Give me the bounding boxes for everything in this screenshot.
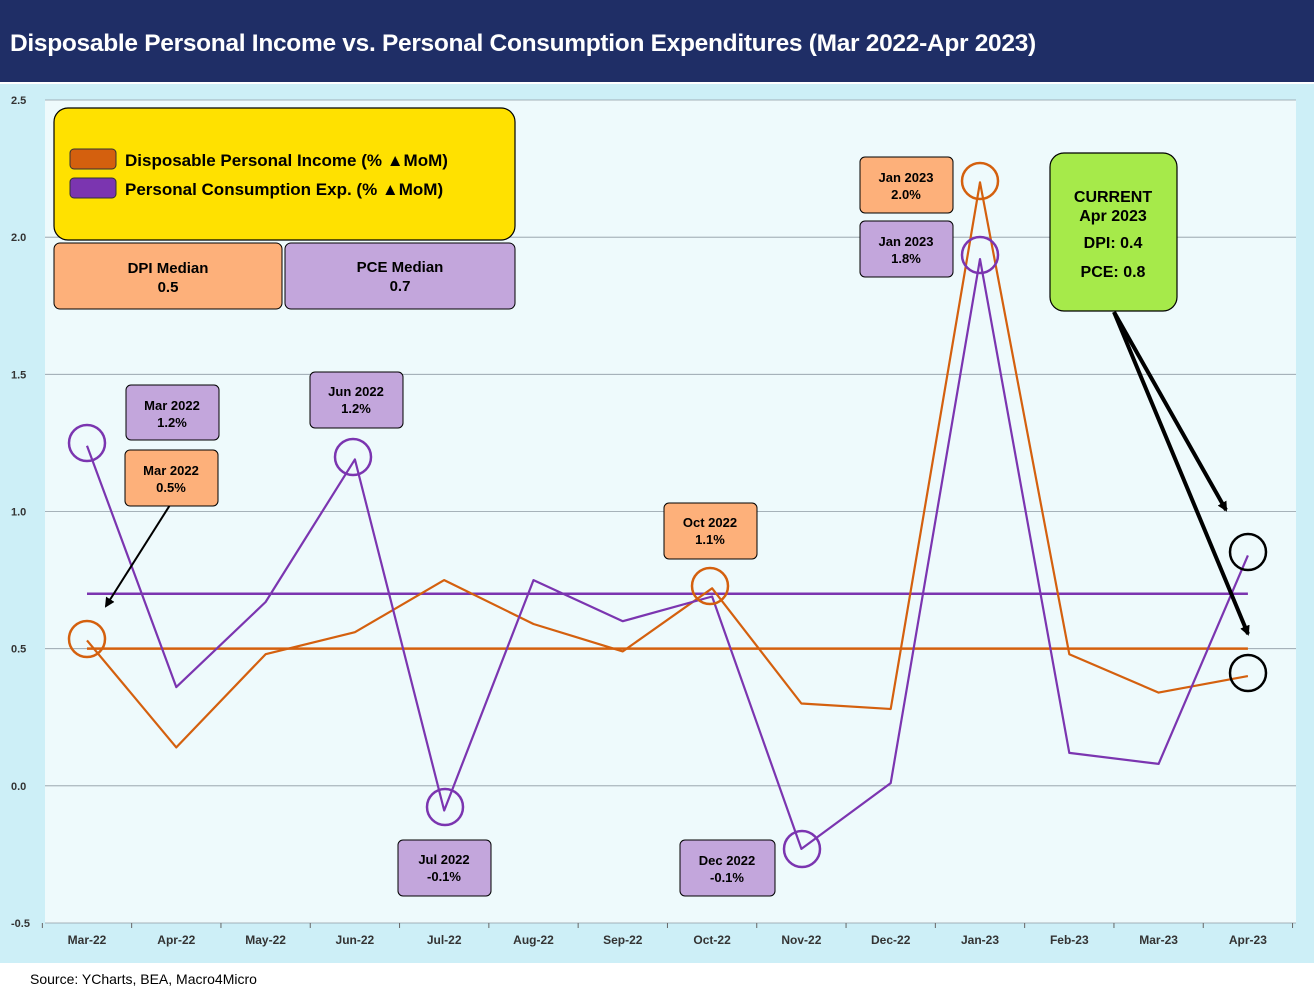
svg-text:1.2%: 1.2% bbox=[341, 401, 371, 416]
current-box-bg bbox=[1049, 152, 1178, 312]
current-pce: PCE: 0.8 bbox=[1081, 264, 1146, 281]
y-tick-label: 0.0 bbox=[11, 781, 26, 793]
x-axis: Mar-22 Apr-22 May-22 Jun-22 Jul-22 Aug-22 Sep-… bbox=[41, 923, 1294, 947]
y-tick-label: 0.5 bbox=[11, 644, 26, 656]
x-tick-label: Dec-22 bbox=[871, 933, 911, 947]
triangle-up-icon: ▲ bbox=[387, 151, 404, 170]
title-bar: Disposable Personal Income vs. Personal … bbox=[0, 0, 1314, 82]
legend: Disposable Personal Income (% ▲MoM) Pers… bbox=[53, 107, 516, 241]
y-tick-label: 1.5 bbox=[11, 369, 26, 381]
highlight-circles bbox=[67, 161, 1268, 869]
y-axis: -0.5 0.0 0.5 1.0 1.5 2.0 2.5 bbox=[11, 95, 30, 930]
svg-text:1.2%: 1.2% bbox=[157, 415, 187, 430]
pce-median-box bbox=[284, 242, 516, 310]
y-tick-label: 2.0 bbox=[11, 232, 26, 244]
svg-text:Oct 2022: Oct 2022 bbox=[683, 515, 737, 530]
circle-jan23-dpi bbox=[960, 161, 1000, 201]
circle-nov22-pce bbox=[782, 829, 822, 869]
series-lines bbox=[85, 181, 1249, 851]
svg-text:Jul 2022: Jul 2022 bbox=[418, 852, 469, 867]
legend-swatch-dpi bbox=[69, 148, 117, 170]
svg-text:Mar 2022: Mar 2022 bbox=[144, 398, 200, 413]
x-tick-label: Feb-23 bbox=[1050, 933, 1089, 947]
chart-title: Disposable Personal Income vs. Personal … bbox=[10, 30, 1036, 57]
x-tick-label: Jun-22 bbox=[336, 933, 375, 947]
callout-jan23-dpi: Jan 2023 2.0% bbox=[859, 156, 954, 214]
x-tick-label: Sep-22 bbox=[603, 933, 643, 947]
x-tick-label: Oct-22 bbox=[693, 933, 731, 947]
callout-mar22-dpi: Mar 2022 0.5% bbox=[124, 449, 219, 507]
source-note: Source: YCharts, BEA, Macro4Micro bbox=[30, 971, 257, 987]
median-boxes: DPI Median 0.5 PCE Median 0.7 bbox=[53, 242, 516, 310]
pce-median-label: PCE Median bbox=[357, 259, 444, 276]
svg-text:1.8%: 1.8% bbox=[891, 251, 921, 266]
x-tick-label: Nov-22 bbox=[781, 933, 821, 947]
circle-apr23-dpi bbox=[1228, 653, 1268, 693]
callout-mar22-pce: Mar 2022 1.2% bbox=[125, 384, 220, 441]
x-tick-label: Jan-23 bbox=[961, 933, 999, 947]
x-tick-label: Aug-22 bbox=[513, 933, 554, 947]
callout-oct22-dpi: Oct 2022 1.1% bbox=[663, 502, 758, 560]
current-title: CURRENT bbox=[1074, 189, 1152, 206]
circle-mar22-dpi bbox=[67, 619, 107, 659]
median-lines bbox=[87, 592, 1248, 650]
x-tick-label: Apr-22 bbox=[157, 933, 195, 947]
arrow-current-pce bbox=[1112, 311, 1228, 512]
series-line-pce bbox=[85, 258, 1249, 851]
callout-jan23-pce: Jan 2023 1.8% bbox=[859, 220, 954, 278]
current-box: CURRENT Apr 2023 DPI: 0.4 PCE: 0.8 bbox=[1049, 152, 1178, 312]
svg-text:0.5%: 0.5% bbox=[156, 480, 186, 495]
dpi-median-label: DPI Median bbox=[128, 260, 209, 277]
circle-oct22-dpi bbox=[690, 566, 730, 606]
arrow-current-dpi bbox=[1112, 311, 1250, 636]
circle-jun22-pce bbox=[333, 437, 373, 477]
series-line-dpi bbox=[86, 181, 1249, 749]
arrows bbox=[104, 311, 1250, 636]
arrow-mar22-dpi bbox=[104, 504, 171, 608]
x-tick-label: Jul-22 bbox=[427, 933, 462, 947]
svg-text:Jan 2023: Jan 2023 bbox=[879, 234, 934, 249]
dpi-median-value: 0.5 bbox=[158, 279, 179, 296]
svg-text:2.0%: 2.0% bbox=[891, 187, 921, 202]
svg-text:-0.1%: -0.1% bbox=[427, 869, 461, 884]
svg-text:Mar 2022: Mar 2022 bbox=[143, 463, 199, 478]
circle-jul22-pce bbox=[425, 787, 465, 827]
callout-dec22-pce: Dec 2022 -0.1% bbox=[679, 839, 776, 897]
circle-mar22-pce bbox=[67, 423, 107, 463]
callout-jul22-pce: Jul 2022 -0.1% bbox=[397, 839, 492, 897]
x-tick-label: Apr-23 bbox=[1229, 933, 1267, 947]
x-tick-label: Mar-23 bbox=[1139, 933, 1178, 947]
svg-text:-0.1%: -0.1% bbox=[710, 870, 744, 885]
svg-text:Jan 2023: Jan 2023 bbox=[879, 170, 934, 185]
current-date: Apr 2023 bbox=[1079, 208, 1147, 225]
current-dpi: DPI: 0.4 bbox=[1084, 235, 1143, 252]
svg-text:1.1%: 1.1% bbox=[695, 532, 725, 547]
pce-median-value: 0.7 bbox=[390, 278, 411, 295]
circle-apr23-pce bbox=[1228, 532, 1268, 572]
legend-swatch-pce bbox=[69, 177, 117, 199]
x-tick-label: Mar-22 bbox=[68, 933, 107, 947]
y-tick-label: 1.0 bbox=[11, 507, 26, 519]
dpi-median-box bbox=[53, 242, 283, 310]
svg-text:Jun 2022: Jun 2022 bbox=[328, 384, 384, 399]
callout-jun22-pce: Jun 2022 1.2% bbox=[309, 371, 404, 429]
x-tick-label: May-22 bbox=[245, 933, 286, 947]
callouts: Mar 2022 1.2% Mar 2022 0.5% Jun 2022 1.2… bbox=[124, 156, 954, 897]
triangle-up-icon: ▲ bbox=[382, 180, 399, 199]
legend-label-pce: Personal Consumption Exp. (% ▲MoM) bbox=[125, 180, 443, 199]
legend-box bbox=[53, 107, 516, 241]
legend-label-dpi: Disposable Personal Income (% ▲MoM) bbox=[125, 151, 448, 170]
y-tick-label: -0.5 bbox=[11, 918, 30, 930]
svg-text:Dec 2022: Dec 2022 bbox=[699, 853, 755, 868]
y-tick-label: 2.5 bbox=[11, 95, 26, 107]
circle-jan23-pce bbox=[960, 235, 1000, 275]
